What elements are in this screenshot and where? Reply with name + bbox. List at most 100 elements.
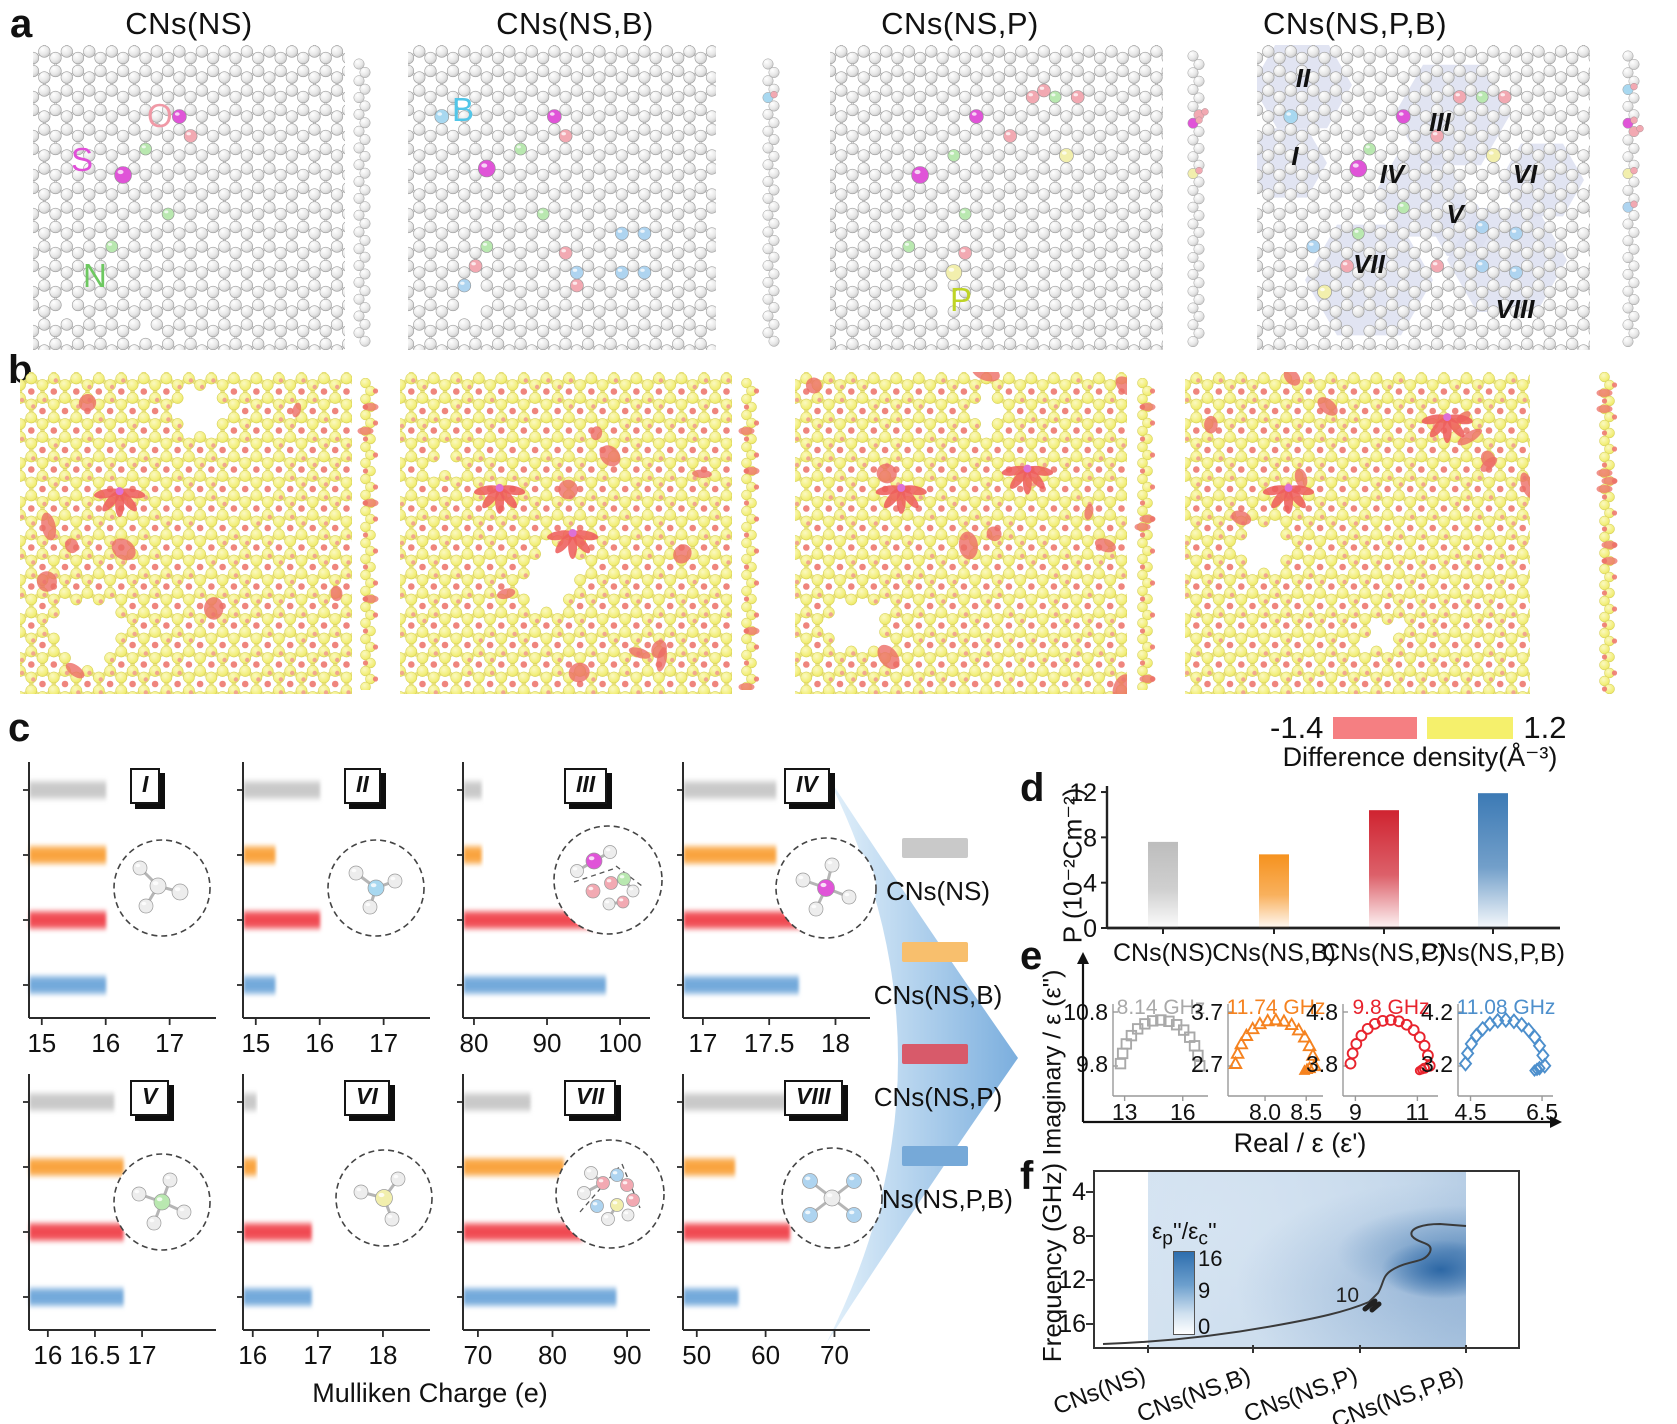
e-ymax-label: 3.7 — [1191, 999, 1223, 1025]
d-y-tick: 12 — [1069, 779, 1097, 807]
e-ymin-label: 3.8 — [1306, 1051, 1338, 1077]
e-frequency-label: 9.8 GHz — [1352, 996, 1429, 1019]
subplot-roman-badge-V: V — [130, 1080, 170, 1116]
legend-swatch-CNs(NS,P,B) — [902, 1146, 968, 1166]
bar-CNs(NS,P) — [463, 1220, 583, 1244]
bar-CNs(NS,B) — [243, 1155, 257, 1179]
colorbar-tick-0: 0 — [1198, 1314, 1211, 1339]
molecule-inset-I — [113, 839, 211, 937]
e-x-tick: 6.5 — [1526, 1099, 1558, 1125]
e-ymin-label: 9.8 — [1076, 1051, 1108, 1077]
difference-density-map-cns-ns-p-b — [1185, 372, 1530, 694]
cb-sub-p: p — [1162, 1228, 1173, 1250]
colorbar-positive-segment — [1427, 716, 1514, 739]
mulliken-chart-V: 16 16.5 17 — [23, 1074, 216, 1370]
x-tick-label: 17 — [303, 1340, 332, 1370]
polarization-bar-CNs(NS,B) — [1259, 854, 1289, 928]
difference-density-map-cns-ns-p — [795, 372, 1127, 694]
x-tick-label: 80 — [538, 1340, 567, 1370]
legend-swatch-CNs(NS,P) — [902, 1044, 968, 1064]
bar-CNs(NS) — [29, 778, 107, 802]
bar-CNs(NS,P,B) — [243, 973, 276, 997]
x-tick-label: 18 — [821, 1028, 850, 1058]
x-tick-label: 16 — [305, 1028, 334, 1058]
molecule-inset-VIII — [781, 1147, 883, 1249]
region-label-VI: VI — [1513, 159, 1538, 189]
bar-CNs(NS,P,B) — [29, 1285, 124, 1309]
e-ymin-label: 3.2 — [1421, 1051, 1453, 1077]
region-label-VII: VII — [1353, 249, 1386, 279]
colorbar-max-label: 1.2 — [1523, 710, 1567, 745]
density-atoms — [20, 372, 352, 694]
x-tick-label: 16.5 — [70, 1340, 121, 1370]
legend-swatch-CNs(NS) — [902, 838, 968, 858]
cb-eps2: ''/ε — [1172, 1218, 1199, 1244]
contour-line — [1102, 1222, 1467, 1345]
x-tick-label: 16 — [33, 1340, 62, 1370]
ratio-heatmap — [1148, 1171, 1466, 1347]
x-tick-label: 16 — [238, 1340, 267, 1370]
region-label-III: III — [1429, 107, 1451, 137]
bar-CNs(NS,P,B) — [29, 973, 107, 997]
bar-CNs(NS) — [683, 778, 777, 802]
legend-swatch-CNs(NS,B) — [902, 942, 968, 962]
bar-CNs(NS,B) — [243, 843, 276, 867]
x-tick-label: 90 — [613, 1340, 642, 1370]
structure-side-view-cns-ns-b — [762, 58, 780, 347]
d-y-tick: 8 — [1083, 824, 1097, 852]
x-tick-label: 18 — [368, 1340, 397, 1370]
x-axis-arrow-icon — [1550, 1116, 1562, 1128]
subplot-roman-badge-II: II — [344, 768, 381, 804]
density-center-dots — [1193, 388, 1526, 688]
contour-bold-segment — [1362, 1298, 1382, 1313]
panel-a-title-4: CNs(NS,P,B) — [1262, 6, 1448, 41]
density-red-lobes — [1204, 372, 1530, 526]
lattice-atoms — [408, 45, 716, 350]
y-axis-arrow-icon — [1077, 952, 1089, 964]
difference-density-colorbar: -1.4 1.2 — [1270, 712, 1567, 743]
d-category-label: CNs(NS,B) — [1212, 939, 1336, 967]
e-x-tick: 9 — [1349, 1099, 1362, 1125]
density-red-lobes — [805, 372, 1127, 694]
e-x-tick: 8.5 — [1290, 1099, 1322, 1125]
colorbar-tick-9: 9 — [1198, 1278, 1211, 1303]
region-label-IV: IV — [1380, 159, 1407, 189]
dopant-atoms — [902, 83, 1085, 281]
x-tick-label: 60 — [751, 1340, 780, 1370]
x-tick-label: 50 — [682, 1340, 711, 1370]
e-x-tick: 8.0 — [1249, 1099, 1281, 1125]
cb-sub-c: c — [1198, 1228, 1208, 1250]
molecule-inset-VII — [555, 1139, 665, 1249]
panel-c-label: c — [8, 706, 31, 750]
cb-eps1: ε — [1152, 1218, 1163, 1244]
difference-density-side-cns-ns-p-b — [1596, 372, 1618, 694]
atom-symbol-label-O: O — [147, 97, 173, 134]
structure-side-view-cns-ns — [353, 58, 371, 347]
bar-CNs(NS,B) — [683, 1155, 736, 1179]
legend-label-cns-ns-b: CNs(NS,B) — [873, 980, 1003, 1010]
mulliken-chart-IV: 17 17.5 18 — [677, 762, 870, 1058]
mulliken-subplot-II: 15 16 17 II — [226, 760, 438, 1070]
bar-CNs(NS,P) — [29, 908, 107, 932]
region-label-V: V — [1446, 199, 1466, 229]
e-ymax-label: 10.8 — [1063, 999, 1108, 1025]
colorbar-negative-segment — [1333, 716, 1418, 739]
dopant-atoms — [1283, 90, 1523, 300]
d-category-label: CNs(NS,P) — [1322, 939, 1446, 967]
cole-cole-plot-CNs(NS,P): 4.8 3.8 9.8 GHz 9 11 — [1306, 996, 1438, 1125]
bar-CNs(NS,P,B) — [463, 973, 606, 997]
colorbar-title: Difference density(Å⁻³) — [1282, 742, 1558, 772]
bar-CNs(NS,B) — [463, 1155, 565, 1179]
e-ymax-label: 4.8 — [1306, 999, 1338, 1025]
molecule-inset-III — [553, 825, 663, 935]
mulliken-chart-VII: 70 80 90 — [457, 1074, 650, 1370]
e-x-tick: 16 — [1170, 1099, 1196, 1125]
molecule-inset-II — [327, 839, 425, 937]
lattice-atoms — [33, 45, 345, 350]
bar-CNs(NS,P,B) — [463, 1285, 617, 1309]
heatmap-colorbar — [1173, 1251, 1195, 1335]
polarization-bar-CNs(NS) — [1148, 841, 1178, 928]
subplot-roman-badge-VIII: VIII — [784, 1080, 843, 1116]
region-label-I: I — [1291, 141, 1299, 171]
